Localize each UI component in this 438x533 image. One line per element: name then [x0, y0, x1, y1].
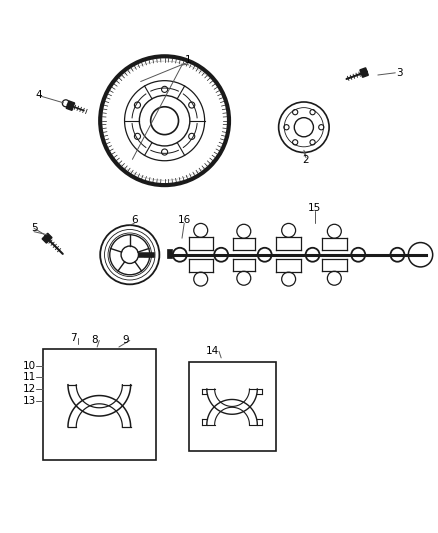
Text: 5: 5	[31, 223, 37, 233]
Bar	[188, 362, 276, 451]
Text: 14: 14	[206, 346, 219, 357]
Bar	[167, 249, 173, 258]
Text: 7: 7	[70, 333, 77, 343]
Text: 10: 10	[23, 361, 36, 371]
Text: 12: 12	[23, 384, 36, 394]
Text: 2: 2	[303, 155, 309, 165]
Text: 9: 9	[122, 335, 129, 345]
Bar	[43, 349, 156, 460]
Text: 11: 11	[23, 373, 36, 383]
Polygon shape	[360, 68, 368, 77]
Text: 1: 1	[185, 55, 192, 65]
Polygon shape	[42, 233, 52, 243]
Text: 3: 3	[396, 68, 403, 78]
Text: 4: 4	[35, 90, 42, 100]
Text: 16: 16	[177, 215, 191, 225]
Polygon shape	[66, 101, 74, 110]
Text: 6: 6	[131, 215, 138, 225]
Text: 15: 15	[308, 203, 321, 213]
Text: 13: 13	[23, 397, 36, 407]
Text: 8: 8	[92, 335, 98, 345]
